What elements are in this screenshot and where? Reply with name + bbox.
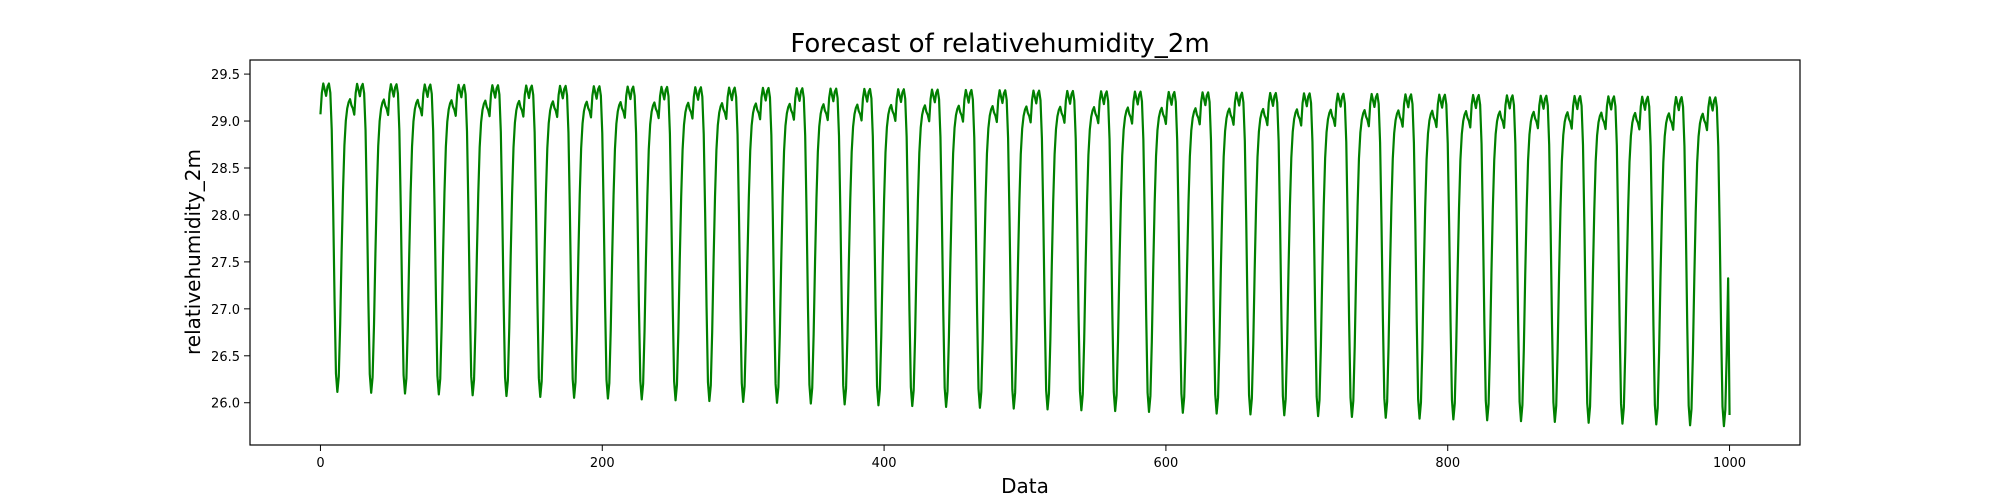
x-tick-label: 400	[872, 456, 897, 471]
y-tick-label: 27.5	[211, 256, 240, 271]
y-axis-ticks: 26.0 26.5 27.0 27.5 28.0 28.5 29.0 29.5	[211, 68, 250, 412]
y-tick-label: 29.5	[211, 68, 240, 83]
y-tick-label: 27.0	[211, 303, 240, 318]
y-tick-label: 26.5	[211, 350, 240, 365]
x-tick-label: 200	[590, 456, 615, 471]
y-axis-label: relativehumidity_2m	[181, 149, 205, 355]
x-axis-label: Data	[1001, 474, 1049, 498]
y-tick-label: 28.0	[211, 209, 240, 224]
x-axis-ticks: 0 200 400 600 800 1000	[316, 445, 1746, 471]
x-tick-label: 0	[316, 456, 324, 471]
series-line	[319, 82, 1731, 428]
y-tick-label: 29.0	[211, 115, 240, 130]
y-tick-label: 28.5	[211, 162, 240, 177]
x-tick-label: 800	[1435, 456, 1460, 471]
x-tick-label: 1000	[1713, 456, 1746, 471]
x-tick-label: 600	[1153, 456, 1178, 471]
y-tick-label: 26.0	[211, 397, 240, 412]
chart-title: Forecast of relativehumidity_2m	[790, 29, 1209, 59]
